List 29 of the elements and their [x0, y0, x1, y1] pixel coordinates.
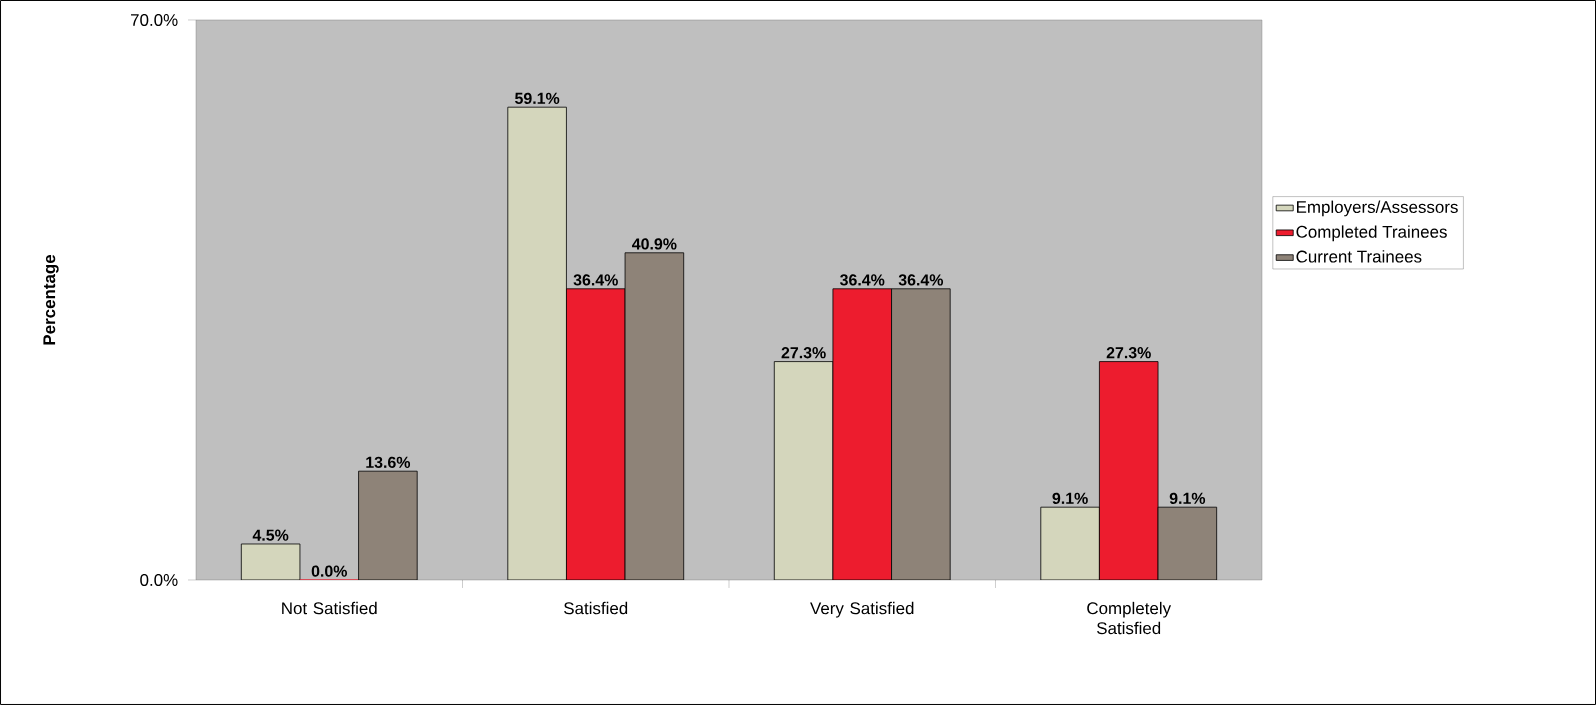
bar [1040, 506, 1100, 580]
data-label: 0.0% [311, 565, 347, 577]
data-label: 59.1% [515, 92, 560, 104]
bar [773, 361, 834, 580]
x-tick-label: Satisfied [564, 601, 628, 615]
bar [240, 543, 301, 580]
data-label: 9.1% [1169, 492, 1206, 504]
bar [507, 106, 567, 580]
bar [891, 288, 951, 580]
y-axis-title: Percentage [43, 254, 59, 345]
legend-label: Employers/Assessors [1297, 200, 1458, 217]
x-tick-label: Not Satisfied [282, 601, 377, 615]
data-label: 4.5% [252, 529, 289, 541]
legend-label: Current Trainees [1296, 250, 1422, 263]
data-label: 13.6% [366, 456, 411, 468]
x-tick-label: Very Satisfied [810, 601, 914, 618]
x-tick-label: Completely Satisfied [1087, 601, 1172, 635]
data-label: 36.4% [573, 274, 618, 286]
data-label: 9.1% [1052, 492, 1088, 504]
bar [1157, 506, 1218, 580]
bar [358, 470, 418, 580]
y-tick-label: 70.0% [131, 13, 178, 26]
legend-label: Completed Trainees [1296, 225, 1447, 242]
data-label: 27.3% [781, 347, 826, 359]
data-label: 36.4% [898, 274, 944, 286]
data-label: 36.4% [840, 274, 885, 286]
data-label: 27.3% [1106, 347, 1151, 359]
bar [624, 252, 685, 580]
data-label: 40.9% [632, 238, 677, 250]
